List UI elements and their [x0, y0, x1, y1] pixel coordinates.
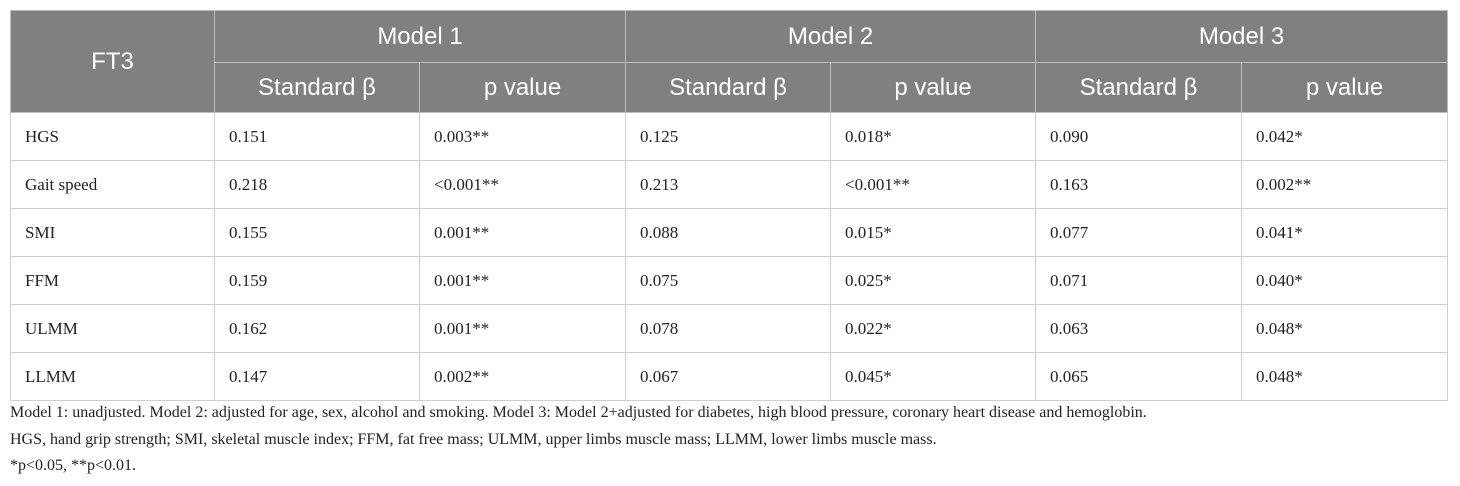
cell: 0.001** [418, 256, 627, 305]
table-row: SMI 0.155 0.001** 0.088 0.015* 0.077 0.041* [10, 208, 1449, 257]
cell: 0.159 [214, 256, 420, 305]
cell: <0.001** [830, 160, 1037, 209]
row-label: FFM [10, 256, 215, 305]
column-header: p value [830, 62, 1037, 113]
table-row: HGS 0.151 0.003** 0.125 0.018* 0.090 0.042* [10, 112, 1449, 161]
cell: 0.162 [214, 304, 420, 353]
cell: 0.065 [1035, 352, 1243, 401]
cell: 0.071 [1035, 256, 1243, 305]
cell: 0.218 [214, 160, 420, 209]
cell: 0.213 [625, 160, 832, 209]
cell: <0.001** [418, 160, 627, 209]
column-header: Standard β [625, 62, 832, 113]
cell: 0.063 [1035, 304, 1243, 353]
column-header: p value [418, 62, 627, 113]
cell: 0.040* [1241, 256, 1449, 305]
cell: 0.125 [625, 112, 832, 161]
cell: 0.045* [830, 352, 1037, 401]
group-header: Model 1 [213, 10, 627, 63]
column-header: p value [1241, 62, 1449, 113]
cell: 0.155 [214, 208, 420, 257]
group-header: Model 2 [625, 10, 1037, 63]
cell: 0.041* [1241, 208, 1449, 257]
stub-header: FT3 [10, 10, 215, 113]
cell: 0.077 [1035, 208, 1243, 257]
cell: 0.163 [1035, 160, 1243, 209]
cell: 0.042* [1241, 112, 1449, 161]
cell: 0.067 [625, 352, 832, 401]
table-row: LLMM 0.147 0.002** 0.067 0.045* 0.065 0.048* [10, 352, 1449, 401]
table-row: ULMM 0.162 0.001** 0.078 0.022* 0.063 0.048* [10, 304, 1449, 353]
row-label: ULMM [10, 304, 215, 353]
cell: 0.075 [625, 256, 832, 305]
cell: 0.048* [1241, 352, 1449, 401]
cell: 0.001** [418, 304, 627, 353]
row-label: SMI [10, 208, 215, 257]
cell: 0.002** [1241, 160, 1449, 209]
cell: 0.002** [418, 352, 627, 401]
cell: 0.151 [214, 112, 420, 161]
row-label: Gait speed [10, 160, 215, 209]
cell: 0.001** [418, 208, 627, 257]
table-body: HGS 0.151 0.003** 0.125 0.018* 0.090 0.042* Gai… [10, 112, 1449, 401]
row-label: LLMM [10, 352, 215, 401]
footnotes: Model 1: unadjusted. Model 2: adjusted f… [10, 400, 1147, 480]
group-header: Model 3 [1035, 10, 1449, 63]
cell: 0.018* [830, 112, 1037, 161]
cell: 0.088 [625, 208, 832, 257]
cell: 0.090 [1035, 112, 1243, 161]
cell: 0.015* [830, 208, 1037, 257]
footnote: HGS, hand grip strength; SMI, skeletal m… [10, 430, 937, 448]
column-header: Standard β [1035, 62, 1243, 113]
cell: 0.003** [418, 112, 627, 161]
cell: 0.078 [625, 304, 832, 353]
footnote: Model 1: unadjusted. Model 2: adjusted f… [10, 404, 1147, 421]
header-row: FT3 Model 1 Model 2 Model 3 [10, 10, 1449, 113]
cell: 0.048* [1241, 304, 1449, 353]
cell: 0.022* [830, 304, 1037, 353]
cell: 0.147 [214, 352, 420, 401]
column-header: Standard β [214, 62, 420, 113]
cell: 0.025* [830, 256, 1037, 305]
footnote: *p<0.05, **p<0.01. [10, 457, 137, 474]
table-row: Gait speed 0.218 <0.001** 0.213 <0.001** 0.16… [10, 160, 1449, 209]
table-row: FFM 0.159 0.001** 0.075 0.025* 0.071 0.040* [10, 256, 1449, 305]
row-label: HGS [10, 112, 215, 161]
